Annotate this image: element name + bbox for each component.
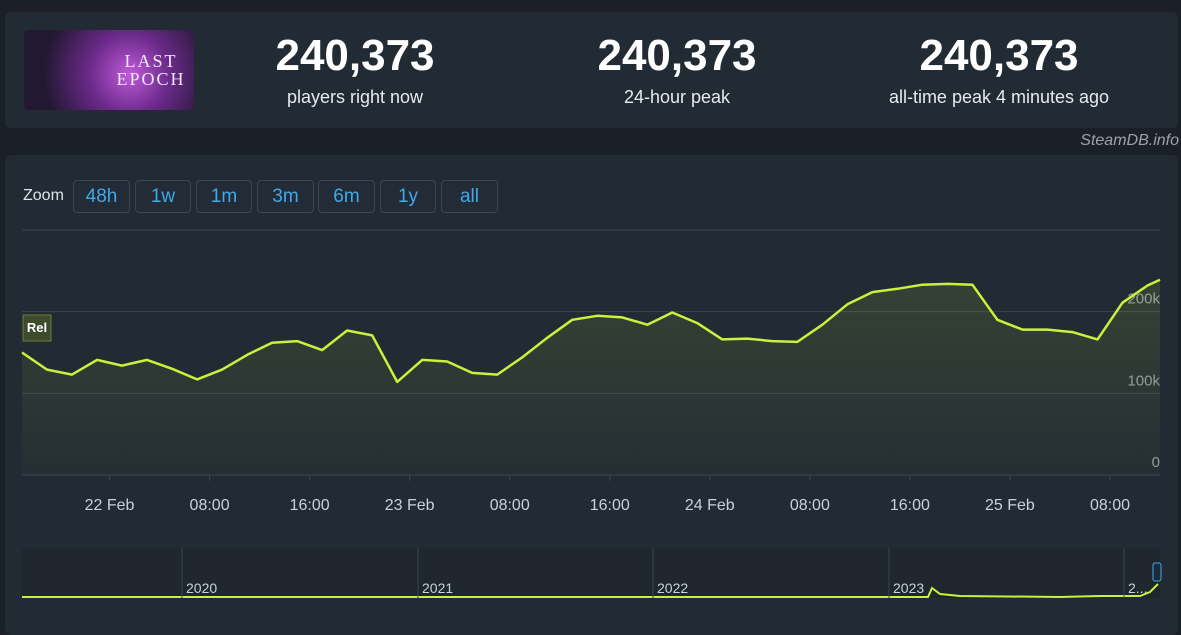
zoom-button[interactable]: 6m (318, 180, 375, 213)
navigator-label: 2023 (893, 580, 924, 596)
stat: 240,373 all-time peak 4 minutes ago (839, 0, 1159, 108)
stat-label: 24-hour peak (623, 87, 731, 107)
stat-value: 240,373 (919, 31, 1079, 80)
x-tick-label: 08:00 (490, 497, 530, 514)
navigator-line (22, 583, 1159, 599)
x-tick-label: 16:00 (890, 497, 930, 514)
x-tick-label: 22 Feb (85, 497, 135, 514)
stat: 240,373 players right now (195, 0, 515, 108)
navigator-label: 2... (1128, 580, 1147, 596)
zoom-button[interactable]: all (441, 180, 498, 213)
navigator-handle (1152, 562, 1162, 582)
zoom-label: Zoom (23, 187, 64, 204)
x-tick-label: 08:00 (1090, 497, 1130, 514)
zoom-button[interactable]: 1w (135, 180, 191, 213)
stat-label: players right now (286, 87, 424, 107)
marker-flag (22, 314, 52, 342)
x-tick-label: 24 Feb (685, 497, 735, 514)
source: SteamDB.info (1080, 132, 1179, 149)
stat-value: 240,373 (275, 31, 435, 80)
area (22, 279, 1160, 475)
navigator-label: 2022 (657, 580, 688, 596)
x-tick-label: 23 Feb (385, 497, 435, 514)
navigator-bg (22, 548, 1160, 598)
x-tick-label: 16:00 (590, 497, 630, 514)
x-tick-label: 16:00 (290, 497, 330, 514)
zoom-button[interactable]: 48h (73, 180, 130, 213)
header-panel (5, 12, 1178, 128)
stat-value: 240,373 (597, 31, 757, 80)
navigator-label: 2021 (422, 580, 453, 596)
zoom-button[interactable]: 1m (196, 180, 252, 213)
stat-label: all-time peak 4 minutes ago (888, 87, 1110, 107)
logo-text: LAST EPOCH (116, 51, 186, 89)
marker-label: Rel (27, 320, 47, 335)
game-logo: LAST EPOCH (24, 30, 194, 110)
zoom-button[interactable]: 1y (380, 180, 436, 213)
x-tick-label: 08:00 (790, 497, 830, 514)
zoom-button[interactable]: 3m (257, 180, 314, 213)
navigator: 2020 2021 2022 2023 2... (22, 548, 1162, 599)
x-tick-label: 08:00 (190, 497, 230, 514)
line (21, 278, 1161, 384)
x-tick-label: 25 Feb (985, 497, 1035, 514)
stat: 240,373 24-hour peak (517, 0, 837, 108)
navigator-label: 2020 (186, 580, 217, 596)
